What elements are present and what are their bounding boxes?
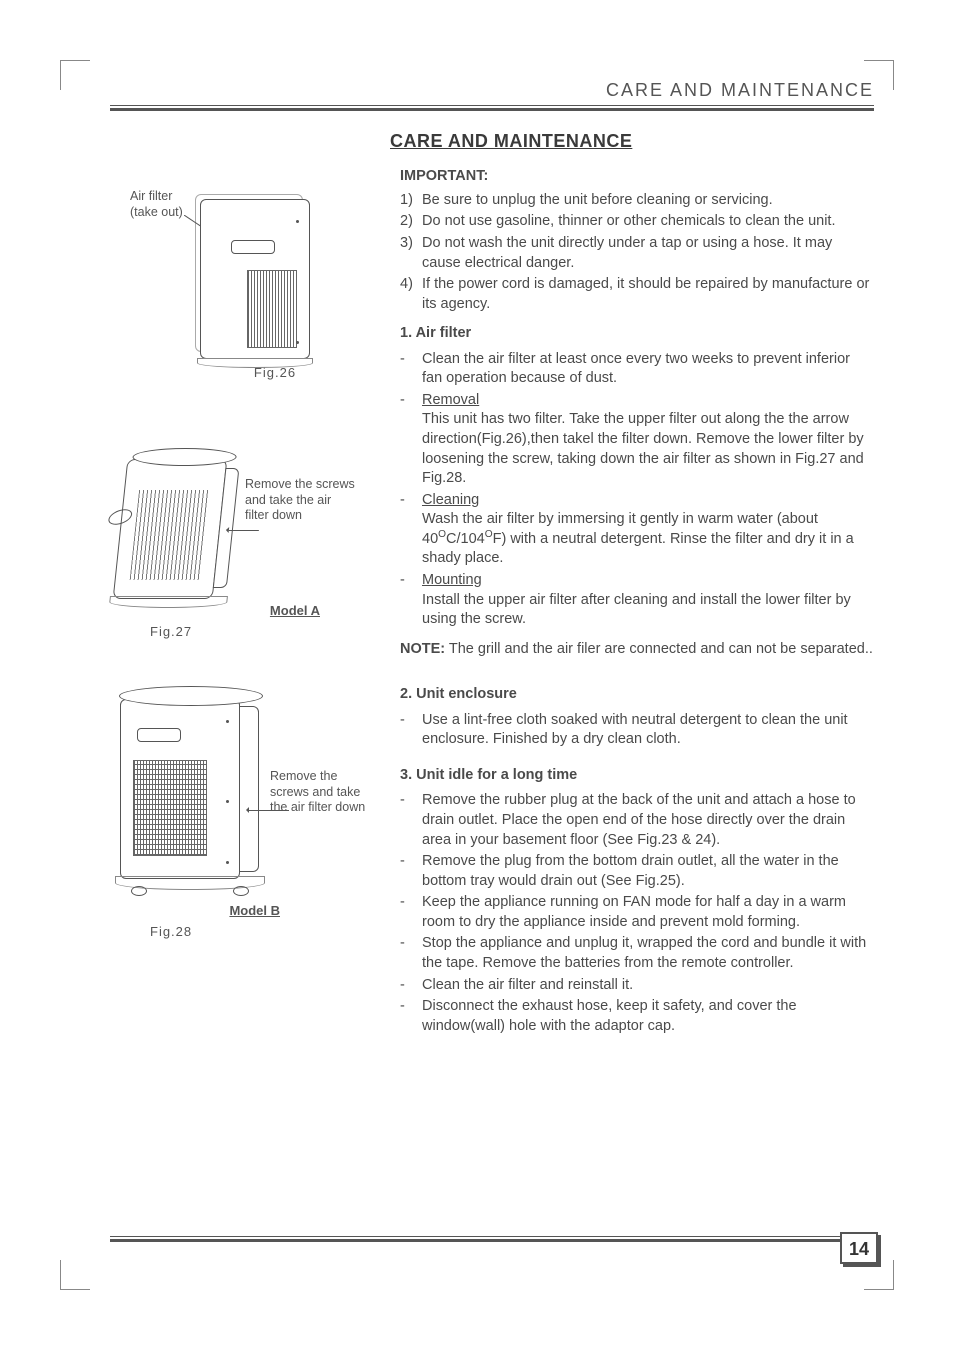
section3-list: -Remove the rubber plug at the back of t… <box>400 791 874 1036</box>
fig26-callout: Air filter (take out) <box>130 189 183 220</box>
removal-text: This unit has two filter. Take the upper… <box>422 411 864 486</box>
note-label: NOTE: <box>400 641 445 657</box>
note-block: NOTE: The grill and the air filer are co… <box>400 640 874 660</box>
section3-heading: 3. Unit idle for a long time <box>400 766 874 786</box>
text-column: CARE AND MAINTENANCE IMPORTANT: 1)Be sur… <box>390 129 874 1038</box>
warnings-list: 1)Be sure to unplug the unit before clea… <box>400 191 874 314</box>
section3-item: Remove the plug from the bottom drain ou… <box>422 852 874 891</box>
mounting-text: Install the upper air filter after clean… <box>422 592 851 628</box>
list-item: -MountingInstall the upper air filter af… <box>400 571 874 630</box>
section1-list: -Clean the air filter at least once ever… <box>400 350 874 630</box>
page-content: CARE AND MAINTENANCE Air filter (take ou… <box>110 80 874 1270</box>
warning-item: 4)If the power cord is damaged, it shoul… <box>400 275 874 314</box>
fig27-callout: Remove the screws and take the air filte… <box>245 477 355 524</box>
section3-item: Remove the rubber plug at the back of th… <box>422 791 874 850</box>
section2-text: Use a lint-free cloth soaked with neutra… <box>422 711 874 750</box>
header-rule <box>110 105 874 111</box>
section1-heading: 1. Air filter <box>400 324 874 344</box>
removal-block: Removal This unit has two filter. Take th… <box>422 391 874 489</box>
warning-item: 2)Do not use gasoline, thinner or other … <box>400 212 874 232</box>
list-item: -Keep the appliance running on FAN mode … <box>400 893 874 932</box>
section1-intro: Clean the air filter at least once every… <box>422 350 874 389</box>
two-column-layout: Air filter (take out) Fig.26 Remove the … <box>110 129 874 1038</box>
list-item: -Stop the appliance and unplug it, wrapp… <box>400 934 874 973</box>
list-item: -Remove the rubber plug at the back of t… <box>400 791 874 850</box>
mounting-block: Mounting Install the upper air filter aft… <box>422 571 874 630</box>
warning-text: Be sure to unplug the unit before cleani… <box>422 191 773 211</box>
crop-mark-bl <box>60 1260 90 1290</box>
list-item: -Disconnect the exhaust hose, keep it sa… <box>400 997 874 1036</box>
section3-item: Disconnect the exhaust hose, keep it saf… <box>422 997 874 1036</box>
fig28-callout-text: Remove the screws and take the air filte… <box>270 769 365 814</box>
running-header: CARE AND MAINTENANCE <box>110 80 874 105</box>
list-item: -Remove the plug from the bottom drain o… <box>400 852 874 891</box>
removal-label: Removal <box>422 392 479 408</box>
list-item: -Use a lint-free cloth soaked with neutr… <box>400 711 874 750</box>
section3-item: Stop the appliance and unplug it, wrappe… <box>422 934 874 973</box>
list-item: -CleaningWash the air filter by immersin… <box>400 491 874 569</box>
cleaning-label: Cleaning <box>422 492 479 508</box>
page-number: 14 <box>840 1232 878 1264</box>
section2-list: -Use a lint-free cloth soaked with neutr… <box>400 711 874 750</box>
list-item: -Clean the air filter and reinstall it. <box>400 976 874 996</box>
cleaning-block: Cleaning Wash the air filter by immersing… <box>422 491 874 569</box>
figure-27: Remove the screws and take the air filte… <box>110 459 370 659</box>
fig28-caption: Fig.28 <box>150 924 370 939</box>
important-label: IMPORTANT: <box>400 167 874 187</box>
section3-item: Keep the appliance running on FAN mode f… <box>422 893 874 932</box>
fig26-unit-diagram <box>200 199 310 359</box>
fig28-unit-diagram <box>120 699 240 879</box>
figure-26: Air filter (take out) Fig.26 <box>110 199 370 419</box>
warning-text: If the power cord is damaged, it should … <box>422 275 874 314</box>
fig28-callout: Remove the screws and take the air filte… <box>270 769 370 816</box>
fig28-model-label: Model B <box>110 903 300 918</box>
main-title: CARE AND MAINTENANCE <box>390 129 874 153</box>
fig27-callout-text: Remove the screws and take the air filte… <box>245 477 355 522</box>
fig27-caption: Fig.27 <box>150 624 370 639</box>
cleaning-text: Wash the air filter by immersing it gent… <box>422 511 854 566</box>
warning-text: Do not use gasoline, thinner or other ch… <box>422 212 836 232</box>
list-item: -Clean the air filter at least once ever… <box>400 350 874 389</box>
note-text: The grill and the air filer are connecte… <box>449 641 873 657</box>
footer-rule <box>110 1236 874 1242</box>
crop-mark-tl <box>60 60 90 90</box>
fig27-unit-diagram <box>113 459 228 599</box>
list-item: -RemovalThis unit has two filter. Take t… <box>400 391 874 489</box>
warning-item: 1)Be sure to unplug the unit before clea… <box>400 191 874 211</box>
warning-item: 3)Do not wash the unit directly under a … <box>400 234 874 273</box>
figure-28: Remove the screws and take the air filte… <box>110 699 370 959</box>
section3-item: Clean the air filter and reinstall it. <box>422 976 874 996</box>
figures-column: Air filter (take out) Fig.26 Remove the … <box>110 129 370 1038</box>
warning-text: Do not wash the unit directly under a ta… <box>422 234 874 273</box>
mounting-label: Mounting <box>422 572 482 588</box>
section2-heading: 2. Unit enclosure <box>400 685 874 705</box>
